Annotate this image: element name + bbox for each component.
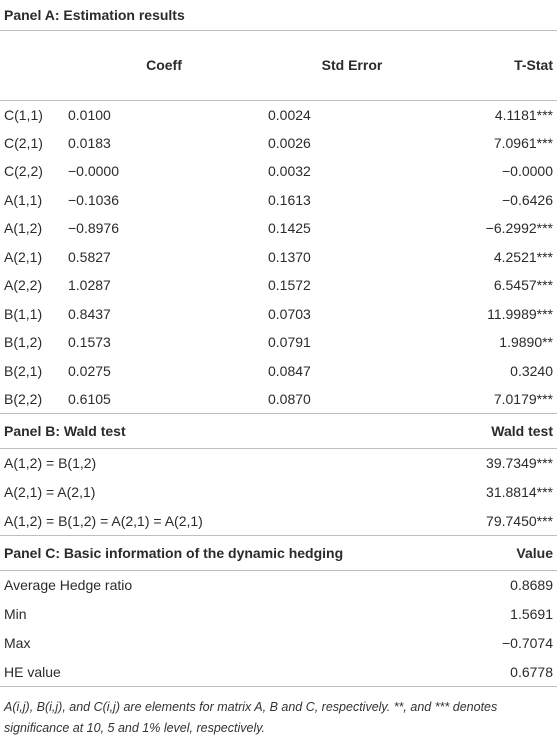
row-label: Min bbox=[4, 606, 27, 622]
cell-value: 31.8814*** bbox=[486, 484, 553, 500]
row-label: B(2,1) bbox=[4, 362, 43, 379]
column-header: Wald test bbox=[440, 413, 557, 449]
cell-value: 6.5457*** bbox=[493, 277, 553, 294]
cell-value: 0.3240 bbox=[510, 362, 553, 379]
row-label: A(1,2) = B(1,2) bbox=[4, 455, 97, 472]
table-row: Panel C: Basic information of the dynami… bbox=[0, 535, 557, 571]
table-row: Average Hedge ratio 0.8689 bbox=[0, 571, 557, 600]
table-row: Panel B: Wald test Wald test bbox=[0, 413, 557, 449]
panel-title: Panel C: Basic information of the dynami… bbox=[0, 535, 440, 571]
table-row: B(1,2) 0.1573 0.0791 1.9890** bbox=[0, 328, 557, 357]
cell-value: 7.0961*** bbox=[493, 134, 553, 151]
row-label: A(1,2) = B(1,2) = A(2,1) = A(2,1) bbox=[4, 512, 203, 529]
blank-header bbox=[0, 30, 64, 101]
cell-value: 0.0847 bbox=[268, 362, 311, 379]
row-label: A(2,1) = A(2,1) bbox=[4, 484, 96, 500]
column-header: T-Stat bbox=[440, 30, 557, 101]
cell-value: 0.0703 bbox=[268, 305, 311, 322]
table-row: A(2,2) 1.0287 0.1572 6.5457*** bbox=[0, 271, 557, 300]
table-row: A(2,1) 0.5827 0.1370 4.2521*** bbox=[0, 243, 557, 272]
cell-value: −0.1036 bbox=[68, 191, 119, 208]
table-row: A(2,1) = A(2,1) 31.8814*** bbox=[0, 478, 557, 507]
table-row: C(1,1) 0.0100 0.0024 4.1181*** bbox=[0, 100, 557, 129]
cell-value: 0.1425 bbox=[268, 220, 311, 237]
cell-value: 0.0026 bbox=[268, 134, 311, 151]
row-label: B(1,2) bbox=[4, 334, 43, 351]
table-row: A(1,1) −0.1036 0.1613 −0.6426 bbox=[0, 186, 557, 215]
cell-value: 0.0183 bbox=[68, 134, 111, 151]
cell-value: 0.0870 bbox=[268, 391, 311, 407]
row-label: A(2,2) bbox=[4, 277, 43, 294]
table-row: B(1,1) 0.8437 0.0703 11.9989*** bbox=[0, 300, 557, 329]
row-label: C(2,1) bbox=[4, 134, 43, 151]
cell-value: 0.8437 bbox=[68, 305, 111, 322]
table-row: A(1,2) −0.8976 0.1425 −6.2992*** bbox=[0, 214, 557, 243]
cell-value: 0.1370 bbox=[268, 248, 311, 265]
table-row: A(1,2) = B(1,2) = A(2,1) = A(2,1) 79.7450… bbox=[0, 507, 557, 536]
cell-value: −0.0000 bbox=[68, 163, 119, 180]
row-label: A(1,2) bbox=[4, 220, 43, 237]
table-row: Panel A: Estimation results bbox=[0, 0, 557, 31]
cell-value: −0.6426 bbox=[502, 191, 553, 208]
cell-value: 0.0275 bbox=[68, 362, 111, 379]
column-header: Std Error bbox=[264, 30, 440, 101]
row-label: Average Hedge ratio bbox=[4, 577, 133, 594]
row-label: C(1,1) bbox=[4, 106, 43, 123]
cell-value: 11.9989*** bbox=[487, 305, 553, 322]
cell-value: 0.6778 bbox=[440, 657, 557, 687]
footnote: A(i,j), B(i,j), and C(i,j) are elements … bbox=[4, 700, 498, 735]
cell-value: 4.1181*** bbox=[494, 106, 553, 123]
table-row: C(2,1) 0.0183 0.0026 7.0961*** bbox=[0, 129, 557, 158]
cell-value: −0.0000 bbox=[502, 163, 553, 180]
row-label: HE value bbox=[0, 657, 440, 687]
table-row: HE value 0.6778 bbox=[0, 657, 557, 687]
cell-value: 0.1573 bbox=[68, 334, 111, 351]
table-row: Min 1.5691 bbox=[0, 600, 557, 629]
cell-value: 0.5827 bbox=[68, 248, 111, 265]
cell-value: 0.0100 bbox=[68, 106, 111, 123]
column-header: Coeff bbox=[64, 30, 264, 101]
cell-value: 7.0179*** bbox=[493, 391, 553, 407]
cell-value: −0.7074 bbox=[502, 635, 553, 651]
table-row: C(2,2) −0.0000 0.0032 −0.0000 bbox=[0, 157, 557, 186]
cell-value: 1.0287 bbox=[68, 277, 111, 294]
column-header: Value bbox=[440, 535, 557, 571]
row-label: A(2,1) bbox=[4, 248, 43, 265]
cell-value: 1.9890** bbox=[499, 334, 553, 351]
cell-value: 0.0032 bbox=[268, 163, 311, 180]
table-row: B(2,1) 0.0275 0.0847 0.3240 bbox=[0, 357, 557, 386]
table-row: B(2,2) 0.6105 0.0870 7.0179*** bbox=[0, 385, 557, 414]
cell-value: 1.5691 bbox=[510, 606, 553, 622]
cell-value: 0.0791 bbox=[268, 334, 311, 351]
cell-value: −0.8976 bbox=[68, 220, 119, 237]
panel-title: Panel A: Estimation results bbox=[0, 0, 557, 31]
cell-value: 39.7349*** bbox=[486, 455, 553, 472]
cell-value: −6.2992*** bbox=[485, 220, 553, 237]
cell-value: 0.1613 bbox=[268, 191, 311, 208]
cell-value: 0.6105 bbox=[68, 391, 111, 407]
row-label: B(2,2) bbox=[4, 391, 43, 407]
row-label: A(1,1) bbox=[4, 191, 43, 208]
cell-value: 0.8689 bbox=[510, 577, 553, 594]
results-table: Panel A: Estimation results Coeff Std Erro… bbox=[0, 0, 557, 687]
cell-value: 4.2521*** bbox=[493, 248, 553, 265]
cell-value: 0.1572 bbox=[268, 277, 311, 294]
table-row: A(1,2) = B(1,2) 39.7349*** bbox=[0, 449, 557, 478]
table-row: Max −0.7074 bbox=[0, 629, 557, 658]
row-label: C(2,2) bbox=[4, 163, 43, 180]
cell-value: 79.7450*** bbox=[486, 512, 553, 529]
row-label: B(1,1) bbox=[4, 305, 43, 322]
table-row: Coeff Std Error T-Stat bbox=[0, 30, 557, 101]
panel-title: Panel B: Wald test bbox=[0, 413, 440, 449]
row-label: Max bbox=[4, 635, 31, 651]
cell-value: 0.0024 bbox=[268, 106, 311, 123]
